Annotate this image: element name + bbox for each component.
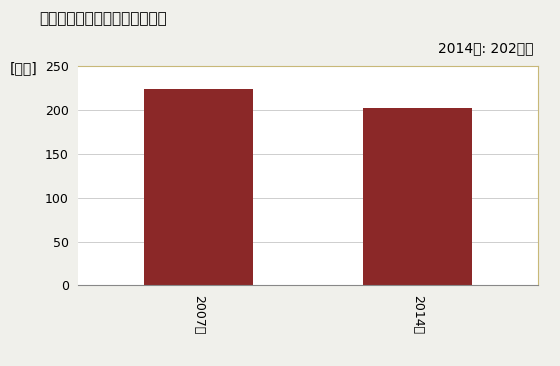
Text: 小売業の年間商品販売額の推移: 小売業の年間商品販売額の推移 [39, 11, 167, 26]
Bar [363, 108, 472, 285]
Y-axis label: [億円]: [億円] [10, 61, 37, 75]
Bar [144, 89, 253, 285]
Text: 2014年: 202億円: 2014年: 202億円 [437, 41, 533, 55]
